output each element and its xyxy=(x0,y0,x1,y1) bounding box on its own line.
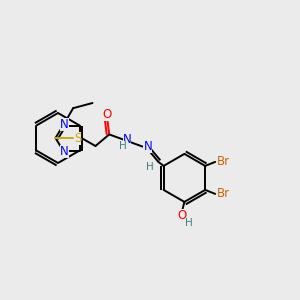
Text: N: N xyxy=(123,133,131,146)
Text: S: S xyxy=(74,131,81,145)
Text: Br: Br xyxy=(217,188,230,200)
Text: N: N xyxy=(60,118,68,131)
Text: Br: Br xyxy=(217,155,230,168)
Text: N: N xyxy=(60,145,68,158)
Text: H: H xyxy=(184,218,192,228)
Text: N: N xyxy=(143,140,152,153)
Text: O: O xyxy=(103,108,112,121)
Text: O: O xyxy=(178,209,187,222)
Text: H: H xyxy=(146,162,153,172)
Text: H: H xyxy=(119,141,127,151)
